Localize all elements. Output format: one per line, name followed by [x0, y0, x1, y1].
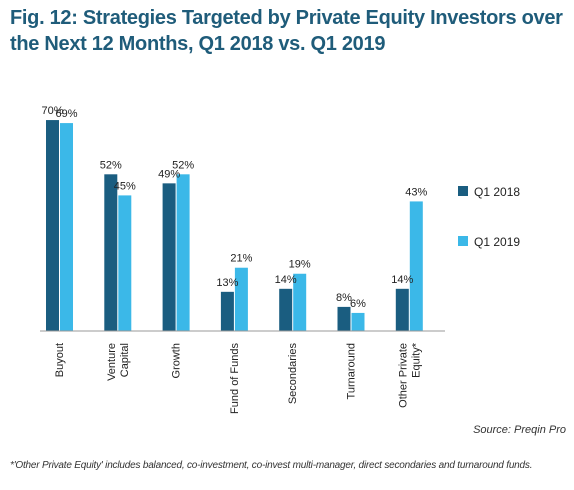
legend-swatch-1 — [458, 186, 468, 196]
legend-label-1: Q1 2018 — [474, 185, 520, 199]
category-label-3: Growth — [171, 343, 183, 378]
category-label-line: Growth — [171, 343, 183, 378]
value-label-1-3: 49% — [158, 168, 180, 180]
value-label-2-6: 6% — [350, 298, 366, 310]
category-label-6: Turnaround — [346, 343, 358, 399]
category-label-7: Other Private Equity* — [397, 342, 422, 408]
value-label-2-3: 52% — [172, 159, 194, 171]
category-label-line: Fund of Funds — [229, 343, 241, 414]
category-label-line: Buyout — [54, 343, 66, 377]
legend-swatch-2 — [458, 236, 468, 246]
legend-label-2: Q1 2019 — [474, 235, 520, 249]
value-labels-group: 70%69%52%45%49%52%13%21%14%19%8%6%14%43% — [41, 105, 427, 310]
bar-1-2 — [104, 174, 118, 331]
legend: Q1 2018 Q1 2019 — [458, 185, 520, 249]
category-label-line: Secondaries — [287, 343, 299, 405]
category-label-1: Buyout — [54, 343, 66, 377]
bar-1-7 — [395, 288, 409, 331]
bar-1-1 — [46, 120, 59, 331]
value-label-1-1: 70% — [41, 105, 63, 117]
bars-group — [46, 120, 423, 331]
bar-2-5 — [293, 273, 307, 331]
value-label-2-5: 19% — [289, 259, 311, 271]
footnote: *'Other Private Equity' includes balance… — [10, 460, 533, 471]
category-label-line: Equity* — [410, 342, 422, 378]
value-label-2-4: 21% — [230, 253, 252, 265]
bar-1-5 — [279, 288, 293, 331]
value-label-1-7: 14% — [391, 274, 413, 286]
source-note: Source: Preqin Pro — [473, 424, 566, 436]
bar-2-2 — [118, 195, 132, 331]
category-label-5: Secondaries — [287, 343, 299, 405]
category-label-line: Venture — [106, 343, 118, 381]
value-label-1-2: 52% — [100, 159, 122, 171]
category-label-4: Fund of Funds — [229, 343, 241, 414]
value-label-1-4: 13% — [216, 277, 238, 289]
value-label-2-2: 45% — [114, 180, 136, 192]
bar-2-4 — [234, 267, 248, 331]
value-label-1-5: 14% — [275, 274, 297, 286]
category-label-line: Other Private — [397, 343, 409, 408]
value-label-2-7: 43% — [405, 186, 427, 198]
bar-2-7 — [409, 201, 423, 331]
bar-2-6 — [351, 312, 365, 331]
chart-title: Fig. 12: Strategies Targeted by Private … — [10, 7, 563, 55]
bar-1-4 — [220, 291, 234, 331]
category-label-2: Venture Capital — [106, 343, 131, 381]
bar-1-3 — [162, 183, 176, 331]
bar-1-6 — [337, 306, 351, 331]
value-label-1-6: 8% — [336, 292, 352, 304]
category-labels-group: Buyout Venture Capital Growth Fund of Funds S… — [54, 342, 422, 414]
bar-2-1 — [60, 123, 73, 331]
category-label-line: Turnaround — [346, 343, 358, 399]
category-label-line: Capital — [119, 343, 131, 377]
value-label-2-1: 69% — [55, 108, 77, 120]
bar-2-3 — [176, 174, 190, 331]
